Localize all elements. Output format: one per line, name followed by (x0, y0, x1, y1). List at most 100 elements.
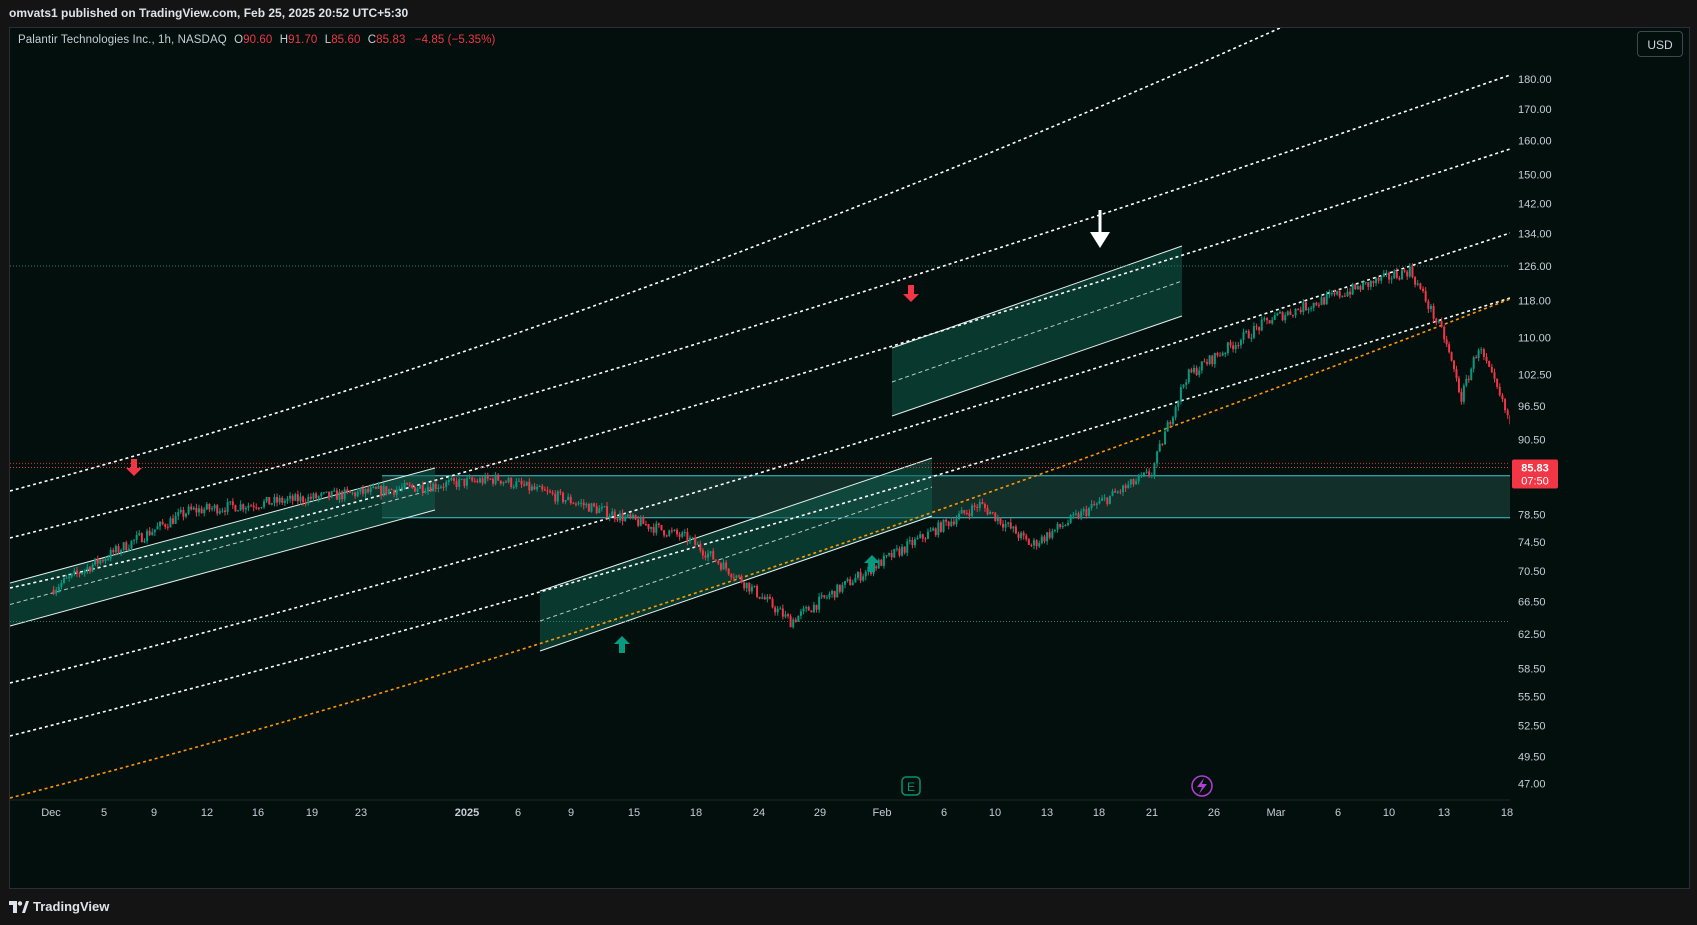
chart-frame[interactable]: E 180.00 170.00 160.00 150.00 142.00 134.00 126… (9, 27, 1690, 889)
candle-body (561, 492, 564, 502)
candle-body (1048, 532, 1051, 538)
candle-body (937, 522, 940, 536)
candle-body (224, 510, 227, 513)
candle-body (114, 546, 117, 553)
candle-body (400, 487, 403, 489)
candle-body (62, 578, 65, 583)
candle-body (242, 504, 245, 510)
candle-body (1506, 410, 1509, 415)
candle-body (546, 490, 549, 492)
candle-body (419, 485, 422, 489)
candle-body (849, 579, 852, 586)
candle-body (86, 567, 89, 571)
candle-body (1375, 278, 1378, 284)
candle-body (750, 586, 753, 592)
candle-body (1122, 485, 1125, 493)
candle-body (593, 503, 596, 507)
candle-body (528, 481, 531, 491)
candle-body (166, 526, 169, 528)
candle-body (307, 496, 310, 504)
candle-body (1224, 353, 1227, 355)
candle-body (395, 489, 398, 495)
candle-body (536, 486, 539, 490)
candle-body (965, 512, 968, 514)
candle-body (611, 511, 614, 516)
price-tick-label: 110.00 (1518, 332, 1551, 344)
price-tick-label: 90.50 (1518, 435, 1546, 447)
candle-body (1271, 319, 1274, 324)
candle-body (642, 517, 645, 525)
candle-body (1403, 270, 1406, 272)
candle-body (1114, 491, 1117, 493)
price-tick-label: 180.00 (1518, 74, 1552, 86)
candle-body (380, 485, 383, 496)
candle-body (96, 558, 99, 564)
currency-button[interactable]: USD (1637, 31, 1683, 57)
candle-body (958, 513, 961, 520)
candle-body (172, 518, 175, 524)
candle-body (187, 506, 190, 514)
candle-body (1206, 362, 1209, 364)
candle-body (1377, 278, 1380, 281)
candle-body (1480, 349, 1483, 351)
candle-body (304, 502, 307, 504)
candle-body (582, 502, 585, 506)
candle-body (1299, 309, 1302, 313)
tradingview-brand[interactable]: TradingView (9, 899, 109, 914)
candle-body (1482, 349, 1485, 357)
price-chart[interactable]: E180.00170.00160.00150.00142.00134.00126… (10, 28, 1690, 889)
candle-body (413, 487, 416, 492)
candle-body (1488, 361, 1491, 367)
time-tick-label: 9 (151, 807, 157, 819)
candle-body (1401, 270, 1404, 280)
candle-body (1064, 525, 1067, 527)
candle-body (921, 534, 924, 539)
candle-body (763, 597, 766, 600)
candle-body (1211, 355, 1214, 365)
channel-january-lower (539, 515, 933, 652)
candle-body (580, 502, 583, 504)
candle-body (226, 502, 229, 513)
candle-body (1422, 288, 1425, 292)
price-tick-label: 55.50 (1518, 691, 1546, 703)
candle-body (494, 474, 497, 484)
candle-body (1106, 497, 1109, 504)
candle-body (774, 607, 777, 613)
candle-body (960, 510, 963, 514)
candle-body (1177, 400, 1180, 407)
candle-body (403, 483, 406, 488)
candle-body (1017, 533, 1020, 538)
candle-body (681, 532, 684, 537)
candle-body (156, 526, 159, 530)
candle-body (924, 538, 927, 540)
candle-body (1443, 326, 1446, 340)
candle-body (1090, 504, 1093, 509)
candle-body (1411, 266, 1414, 278)
candle-body (616, 519, 619, 521)
candle-body (1232, 345, 1235, 350)
candle-body (112, 549, 115, 553)
candle-body (1182, 384, 1185, 388)
low-value: 85.60 (331, 34, 361, 46)
candle-body (730, 574, 733, 578)
candle-body (554, 493, 557, 502)
candle-body (991, 512, 994, 514)
candle-body (823, 595, 826, 598)
candle-body (603, 506, 606, 508)
candle-body (291, 495, 294, 501)
candle-body (986, 507, 989, 515)
candle-body (753, 585, 756, 587)
candle-body (377, 485, 380, 489)
candle-body (346, 489, 349, 492)
candle-body (802, 608, 805, 612)
candle-body (758, 596, 761, 599)
time-tick-label: 9 (568, 807, 574, 819)
candle-body (590, 503, 593, 512)
candle-body (1437, 320, 1440, 323)
candle-body (820, 595, 823, 597)
candle-body (976, 506, 979, 508)
candle-body (657, 523, 660, 525)
time-tick-label: 16 (252, 807, 264, 819)
time-tick-label: 29 (814, 807, 826, 819)
candle-body (1343, 295, 1346, 297)
